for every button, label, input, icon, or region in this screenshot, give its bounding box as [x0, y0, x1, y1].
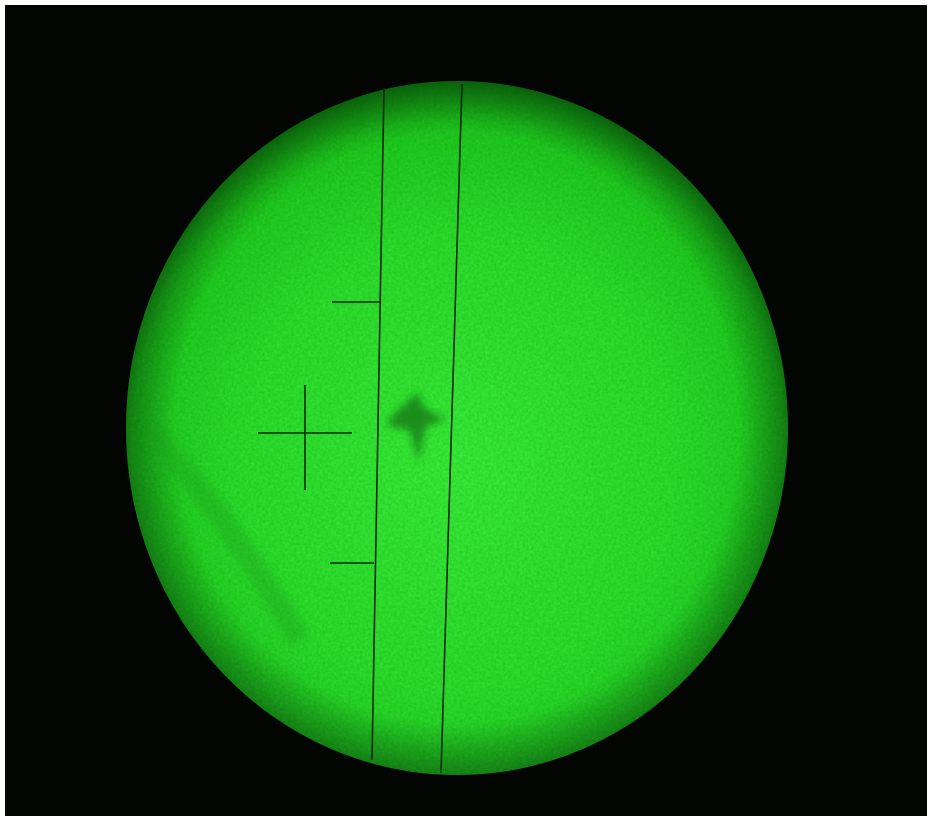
reticle — [258, 83, 463, 774]
vignette — [126, 81, 788, 775]
reticle-line — [440, 83, 463, 774]
terrain-shadow — [141, 422, 310, 646]
reticle-line — [371, 87, 385, 761]
aircraft-silhouette — [388, 392, 446, 462]
